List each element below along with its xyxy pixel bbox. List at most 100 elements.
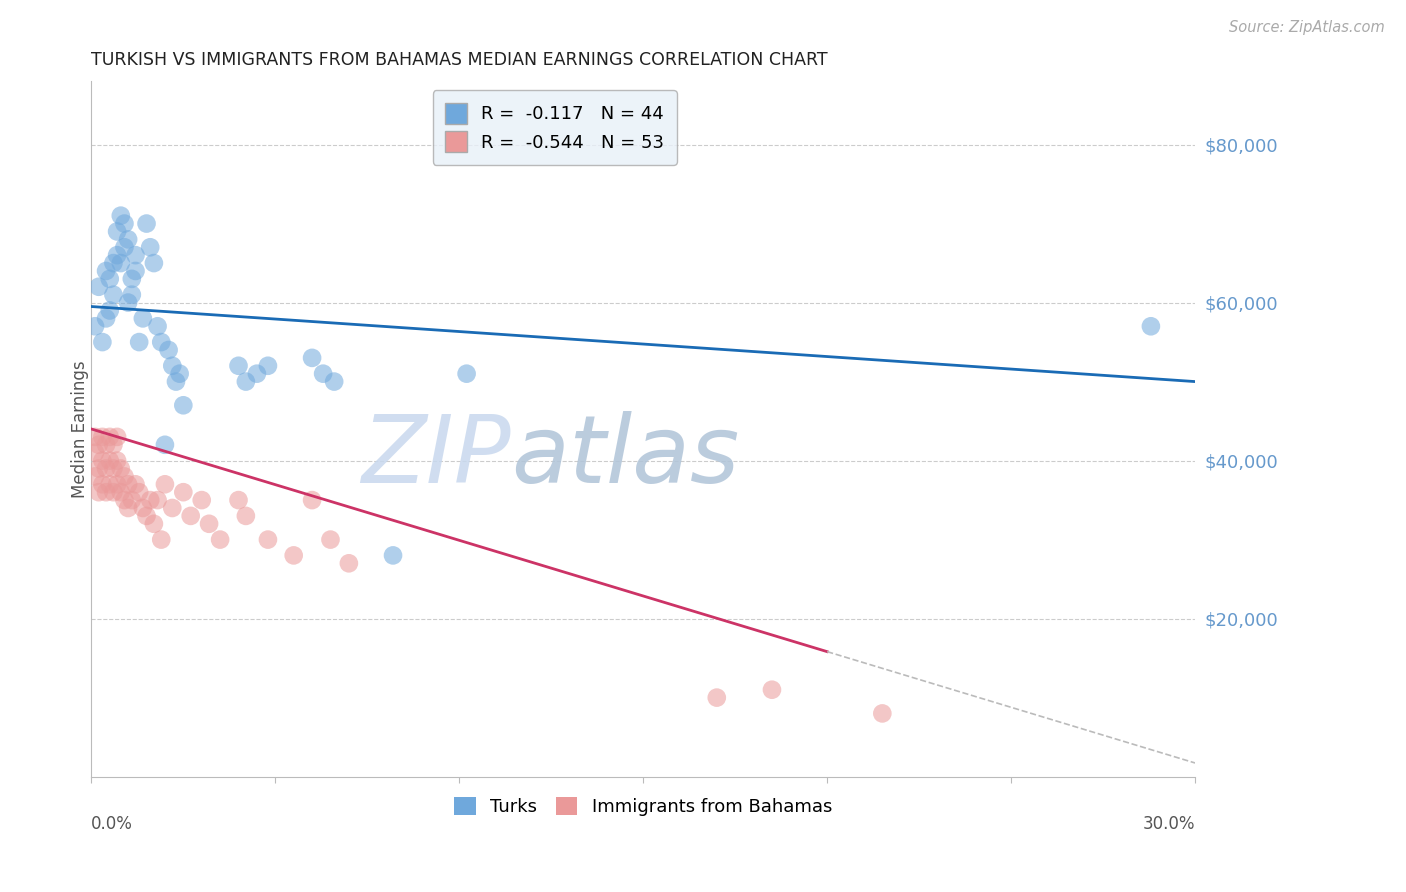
Point	[142, 256, 165, 270]
Text: Source: ZipAtlas.com: Source: ZipAtlas.com	[1229, 20, 1385, 35]
Point	[162, 359, 184, 373]
Point	[456, 367, 478, 381]
Point	[301, 493, 323, 508]
Point	[172, 398, 194, 412]
Point	[235, 375, 257, 389]
Point	[301, 351, 323, 365]
Point	[84, 319, 107, 334]
Point	[114, 493, 136, 508]
Point	[150, 533, 173, 547]
Point	[87, 438, 110, 452]
Point	[124, 264, 146, 278]
Point	[228, 359, 250, 373]
Point	[105, 224, 128, 238]
Point	[91, 453, 114, 467]
Point	[98, 477, 121, 491]
Point	[162, 500, 184, 515]
Text: TURKISH VS IMMIGRANTS FROM BAHAMAS MEDIAN EARNINGS CORRELATION CHART: TURKISH VS IMMIGRANTS FROM BAHAMAS MEDIA…	[91, 51, 828, 69]
Point	[98, 303, 121, 318]
Point	[103, 461, 125, 475]
Point	[180, 508, 202, 523]
Point	[157, 343, 180, 357]
Point	[153, 438, 176, 452]
Point	[257, 359, 280, 373]
Point	[382, 549, 405, 563]
Point	[103, 438, 125, 452]
Point	[114, 240, 136, 254]
Point	[139, 493, 162, 508]
Point	[153, 477, 176, 491]
Point	[91, 430, 114, 444]
Point	[103, 287, 125, 301]
Point	[105, 430, 128, 444]
Point	[228, 493, 250, 508]
Point	[91, 334, 114, 349]
Point	[337, 557, 360, 571]
Point	[146, 493, 169, 508]
Point	[117, 232, 139, 246]
Point	[91, 477, 114, 491]
Point	[94, 461, 117, 475]
Point	[235, 508, 257, 523]
Point	[169, 367, 191, 381]
Point	[283, 549, 305, 563]
Point	[117, 295, 139, 310]
Point	[190, 493, 212, 508]
Point	[110, 209, 132, 223]
Point	[872, 706, 894, 721]
Point	[110, 485, 132, 500]
Point	[1140, 319, 1163, 334]
Point	[114, 217, 136, 231]
Point	[142, 516, 165, 531]
Point	[121, 493, 143, 508]
Point	[98, 272, 121, 286]
Point	[257, 533, 280, 547]
Point	[87, 279, 110, 293]
Point	[84, 430, 107, 444]
Point	[128, 485, 150, 500]
Point	[87, 461, 110, 475]
Point	[135, 217, 157, 231]
Point	[103, 256, 125, 270]
Text: atlas: atlas	[510, 411, 740, 502]
Point	[165, 375, 187, 389]
Point	[94, 438, 117, 452]
Point	[135, 508, 157, 523]
Point	[110, 461, 132, 475]
Point	[172, 485, 194, 500]
Point	[87, 485, 110, 500]
Text: ZIP: ZIP	[361, 411, 510, 502]
Point	[706, 690, 728, 705]
Point	[84, 445, 107, 459]
Point	[146, 319, 169, 334]
Point	[124, 477, 146, 491]
Point	[312, 367, 335, 381]
Point	[94, 311, 117, 326]
Point	[94, 485, 117, 500]
Point	[323, 375, 346, 389]
Point	[246, 367, 269, 381]
Point	[105, 453, 128, 467]
Point	[150, 334, 173, 349]
Text: 0.0%: 0.0%	[91, 815, 134, 833]
Point	[198, 516, 221, 531]
Legend: Turks, Immigrants from Bahamas: Turks, Immigrants from Bahamas	[447, 789, 839, 823]
Point	[105, 477, 128, 491]
Point	[132, 311, 155, 326]
Point	[105, 248, 128, 262]
Point	[124, 248, 146, 262]
Point	[139, 240, 162, 254]
Point	[319, 533, 342, 547]
Point	[117, 500, 139, 515]
Point	[209, 533, 232, 547]
Point	[132, 500, 155, 515]
Point	[84, 469, 107, 483]
Point	[103, 485, 125, 500]
Point	[128, 334, 150, 349]
Point	[98, 453, 121, 467]
Point	[117, 477, 139, 491]
Point	[98, 430, 121, 444]
Point	[110, 256, 132, 270]
Y-axis label: Median Earnings: Median Earnings	[72, 360, 89, 498]
Point	[121, 287, 143, 301]
